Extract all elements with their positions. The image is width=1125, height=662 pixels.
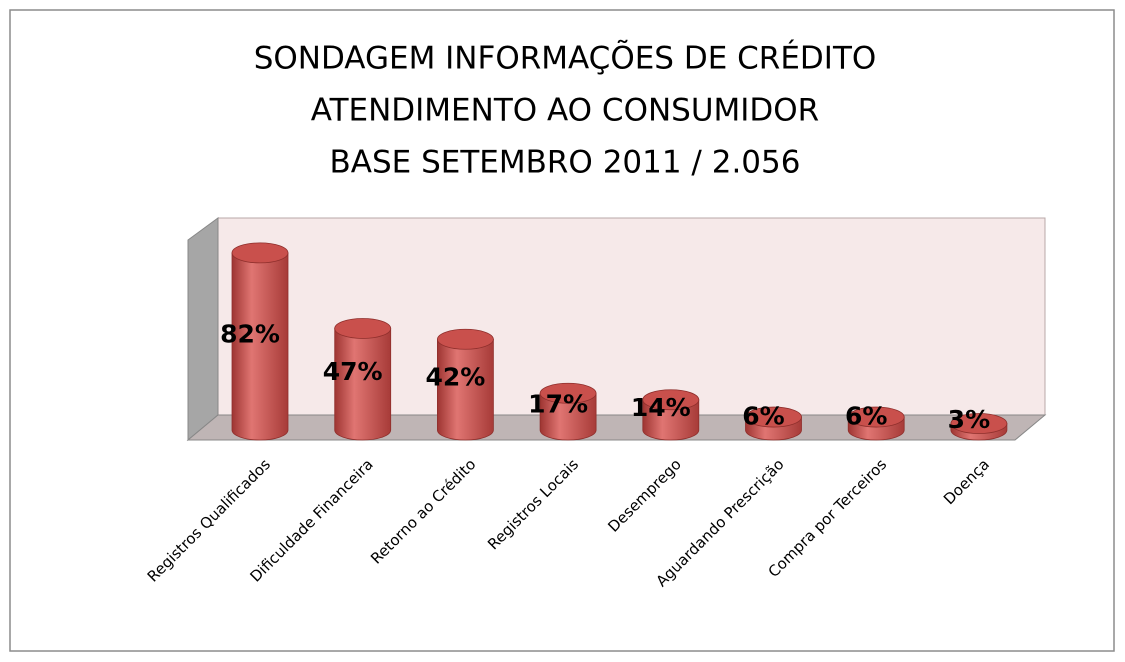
value-label: 14% (631, 393, 691, 422)
value-label: 3% (948, 405, 990, 434)
bar-body (334, 328, 392, 441)
value-label: 82% (220, 319, 280, 348)
value-label: 47% (323, 357, 383, 386)
bar (334, 318, 392, 441)
value-label: 42% (425, 363, 485, 392)
bar-top (745, 406, 802, 428)
bar (436, 328, 494, 441)
bar-body (231, 252, 289, 441)
bar-body (642, 399, 700, 441)
bar (950, 413, 1008, 441)
bar-top (847, 406, 905, 428)
bar (539, 382, 597, 441)
chart-title: BASE SETEMBRO 2011 / 2.056 (330, 145, 801, 181)
bar-top (231, 242, 289, 264)
bar-top (334, 318, 392, 339)
value-label: 6% (742, 402, 784, 431)
bar (231, 242, 289, 441)
bar (642, 389, 700, 441)
bar-body (539, 392, 597, 441)
floor (186, 414, 1047, 441)
value-label: 6% (845, 402, 887, 431)
side-wall (187, 217, 219, 442)
bar-top (642, 389, 700, 411)
bar-top (436, 328, 494, 350)
bar (847, 406, 905, 441)
bar (745, 406, 802, 441)
chart-title: SONDAGEM INFORMAÇÕES DE CRÉDITO (254, 40, 877, 77)
bar-top (539, 382, 597, 404)
value-label: 17% (528, 390, 588, 419)
bar-body (437, 338, 494, 441)
bar-top (950, 413, 1008, 434)
chart-title: ATENDIMENTO AO CONSUMIDOR (311, 93, 819, 129)
